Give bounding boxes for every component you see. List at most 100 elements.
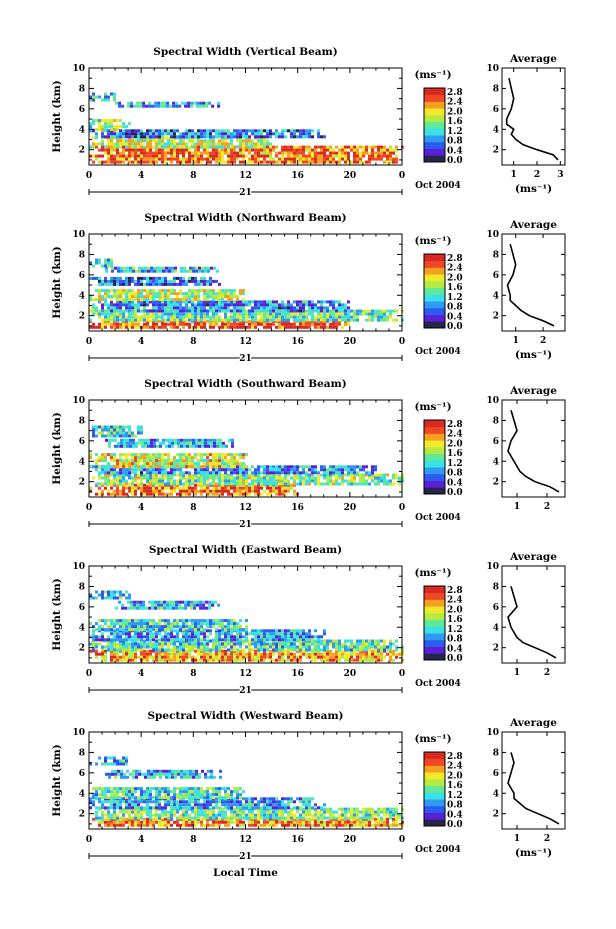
heatmap-cell — [206, 635, 209, 639]
heatmap-cell — [140, 486, 143, 490]
heatmap-cell — [185, 655, 188, 659]
heatmap-cell — [242, 479, 245, 483]
heatmap-cell — [239, 649, 242, 653]
heatmap-cell — [275, 642, 278, 646]
heatmap-cell — [122, 434, 125, 438]
heatmap-cell — [141, 438, 144, 442]
heatmap-cell — [188, 151, 191, 155]
heatmap-cell — [248, 632, 251, 636]
heatmap-cell — [266, 655, 269, 659]
heatmap-cell — [392, 473, 395, 477]
heatmap-cell — [158, 151, 161, 155]
heatmap-cell — [197, 648, 200, 652]
heatmap-cell — [95, 492, 98, 496]
heatmap-cell — [287, 160, 290, 164]
heatmap-cell — [134, 453, 137, 457]
heatmap-cell — [275, 325, 278, 329]
heatmap-cell — [200, 459, 203, 463]
heatmap-cell — [242, 635, 245, 639]
heatmap-cell — [233, 642, 236, 646]
heatmap-cell — [150, 438, 153, 442]
heatmap-cell — [176, 492, 179, 496]
heatmap-cell — [218, 145, 221, 149]
heatmap-cell — [257, 645, 260, 649]
colorbar-segment — [424, 420, 445, 428]
heatmap-cell — [125, 473, 128, 477]
heatmap-cell — [140, 157, 143, 161]
heatmap-cell — [227, 142, 230, 146]
heatmap-cell — [156, 269, 159, 273]
heatmap-cell — [290, 129, 293, 133]
heatmap-cell — [269, 145, 272, 149]
heatmap-cell — [344, 157, 347, 161]
heatmap-cell — [221, 622, 224, 626]
heatmap-cell — [119, 456, 122, 460]
colorbar-tick-label: 0.0 — [447, 488, 463, 498]
heatmap-cell — [203, 325, 206, 329]
heatmap-cell — [206, 483, 209, 487]
heatmap-cell — [227, 148, 230, 152]
heatmap-cell — [95, 652, 98, 656]
heatmap-cell — [221, 135, 224, 139]
heatmap-cell — [125, 459, 128, 463]
heatmap-cell — [206, 619, 209, 623]
heatmap-cell — [278, 318, 281, 322]
heatmap-cell — [200, 658, 203, 662]
heatmap-cell — [335, 642, 338, 646]
heatmap-cell — [142, 104, 146, 108]
heatmap-cell — [284, 318, 287, 322]
heatmap-cell — [320, 642, 323, 646]
heatmap-cell — [329, 471, 332, 475]
heatmap-cell — [242, 639, 245, 643]
heatmap-cell — [242, 642, 245, 646]
heatmap-cell — [353, 468, 356, 472]
heatmap-cell — [119, 282, 122, 286]
heatmap-cell — [155, 148, 158, 152]
heatmap-cell — [131, 645, 134, 649]
heatmap-cell — [374, 309, 377, 313]
heatmap-cell — [203, 322, 206, 326]
heatmap-cell — [227, 154, 230, 158]
heatmap-cell — [110, 258, 113, 262]
heatmap-cell — [353, 471, 356, 475]
heatmap-cell — [182, 315, 185, 319]
heatmap-cell — [245, 135, 248, 139]
heatmap-cell — [215, 476, 218, 480]
heatmap-cell — [185, 622, 188, 626]
x-tick-label: 16 — [291, 337, 304, 347]
heatmap-cell — [281, 658, 284, 662]
heatmap-cell — [278, 492, 281, 496]
heatmap-cell — [278, 309, 281, 313]
heatmap-cell — [92, 632, 95, 636]
heatmap-cell — [188, 648, 191, 652]
heatmap-cell — [185, 148, 188, 152]
heatmap-cell — [128, 282, 131, 286]
heatmap-cell — [101, 98, 104, 102]
heatmap-cell — [158, 652, 161, 656]
heatmap-cell — [209, 471, 212, 475]
heatmap-cell — [344, 645, 347, 649]
heatmap-cell — [146, 645, 149, 649]
heatmap-cell — [89, 261, 92, 265]
heatmap-cell — [131, 453, 134, 457]
heatmap-cell — [356, 645, 359, 649]
heatmap-cell — [284, 160, 287, 164]
heatmap-cell — [125, 482, 128, 486]
heatmap-cell — [341, 145, 344, 149]
heatmap-cell — [122, 648, 125, 652]
heatmap-cell — [221, 157, 224, 161]
heatmap-cell — [104, 322, 107, 326]
heatmap-cell — [143, 276, 146, 280]
heatmap-cell — [350, 148, 353, 152]
heatmap-cell — [302, 309, 305, 313]
x-tick-label: 16 — [291, 171, 304, 181]
heatmap-cell — [113, 453, 116, 457]
heatmap-cell — [204, 269, 207, 273]
heatmap-cell — [143, 148, 146, 152]
heatmap-cell — [314, 465, 317, 469]
heatmap-cell — [173, 658, 176, 662]
heatmap-cell — [275, 132, 278, 136]
heatmap-cell — [128, 276, 131, 280]
heatmap-cell — [326, 300, 329, 304]
heatmap-cell — [122, 622, 125, 626]
